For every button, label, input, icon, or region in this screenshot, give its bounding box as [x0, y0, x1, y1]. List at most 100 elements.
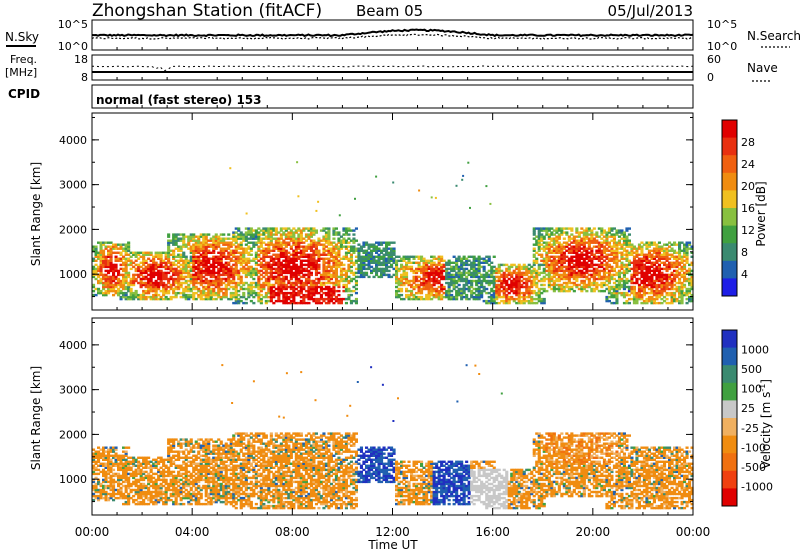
heatmap-cell — [129, 267, 133, 271]
heatmap-cell — [274, 243, 278, 246]
heatmap-cell — [212, 247, 216, 250]
heatmap-cell — [585, 237, 589, 240]
heatmap-cell — [249, 285, 253, 289]
heatmap-cell — [497, 283, 501, 287]
heatmap-cell — [512, 291, 516, 295]
heatmap-cell — [134, 251, 138, 254]
heatmap-cell — [562, 231, 566, 234]
heatmap-cell — [334, 257, 338, 260]
heatmap-cell — [482, 299, 486, 303]
heatmap-cell — [119, 245, 123, 248]
heatmap-cell — [359, 257, 363, 260]
heatmap-cell — [497, 277, 501, 281]
heatmap-cell — [552, 279, 556, 283]
heatmap-cell — [580, 253, 584, 256]
heatmap-cell — [212, 291, 216, 295]
y-tick-label: 3000 — [59, 179, 87, 192]
heatmap-cell — [349, 261, 353, 264]
heatmap-cell — [139, 273, 143, 277]
heatmap-cell — [309, 285, 313, 289]
heatmap-cell — [217, 235, 221, 238]
heatmap-cell — [525, 281, 529, 285]
heatmap-cell — [287, 301, 291, 305]
heatmap-cell — [317, 241, 321, 244]
heatmap-cell — [437, 291, 441, 295]
heatmap-cell — [585, 267, 589, 271]
heatmap-cell — [542, 263, 546, 267]
heatmap-cell — [262, 287, 266, 291]
heatmap-cell — [517, 297, 521, 301]
heatmap-cell — [212, 261, 216, 264]
heatmap-cell — [269, 265, 273, 269]
heatmap-cell — [570, 269, 574, 273]
heatmap-cell — [592, 277, 596, 281]
heatmap-cell — [222, 237, 226, 240]
heatmap-cell — [299, 259, 303, 262]
heatmap-cell — [527, 275, 531, 279]
heatmap-cell — [192, 251, 196, 254]
heatmap-cell — [542, 257, 546, 260]
heatmap-cell — [417, 291, 421, 295]
heatmap-cell — [387, 251, 391, 254]
heatmap-cell — [242, 239, 246, 242]
heatmap-cell — [354, 249, 358, 252]
heatmap-cell — [227, 281, 231, 285]
heatmap-cell — [259, 293, 263, 297]
heatmap-cell — [407, 267, 411, 271]
heatmap-cell — [477, 275, 481, 279]
heatmap-cell — [575, 253, 579, 256]
heatmap-cell — [490, 297, 494, 301]
heatmap-cell — [354, 255, 358, 258]
heatmap-cell — [204, 251, 208, 254]
heatmap-cell — [490, 273, 494, 277]
heatmap-cell — [302, 281, 306, 285]
heatmap-cell — [377, 249, 381, 252]
heatmap-cell — [517, 267, 521, 271]
heatmap-cell — [565, 275, 569, 279]
heatmap-cell — [334, 283, 338, 287]
heatmap-cell — [678, 277, 682, 281]
heatmap-cell — [535, 273, 539, 277]
heatmap-cell — [447, 291, 451, 295]
heatmap-cell — [540, 227, 544, 230]
heatmap-cell — [282, 247, 286, 250]
heatmap-cell — [274, 277, 278, 281]
heatmap-cell — [204, 277, 208, 281]
heatmap-cell — [395, 281, 399, 285]
heatmap-cell — [292, 233, 296, 236]
heatmap-cell — [122, 247, 126, 250]
heatmap-cell — [229, 271, 233, 275]
heatmap-cell — [580, 273, 584, 277]
heatmap-cell — [107, 263, 111, 267]
heatmap-cell — [289, 287, 293, 291]
heatmap-cell — [142, 295, 146, 299]
heatmap-cell — [527, 289, 531, 293]
heatmap-cell — [274, 287, 278, 291]
heatmap-cell — [515, 301, 519, 305]
heatmap-cell — [557, 247, 561, 250]
heatmap-cell — [202, 251, 206, 254]
heatmap-cell — [284, 265, 288, 269]
heatmap-cell — [555, 263, 559, 267]
heatmap-cell — [109, 247, 113, 250]
heatmap-cell — [497, 293, 501, 297]
heatmap-cell — [114, 257, 118, 260]
heatmap-cell — [144, 251, 148, 254]
heatmap-cell — [204, 237, 208, 240]
heatmap-cell — [277, 275, 281, 279]
heatmap-cell — [462, 271, 466, 275]
heatmap-cell — [194, 261, 198, 264]
heatmap-cell — [154, 255, 158, 258]
heatmap-cell — [382, 241, 386, 244]
heatmap-cell — [297, 289, 301, 293]
heatmap-cell — [462, 269, 466, 273]
heatmap-cell — [194, 251, 198, 254]
heatmap-cell — [560, 233, 564, 236]
heatmap-cell — [407, 281, 411, 285]
heatmap-cell — [167, 271, 171, 275]
heatmap-cell — [114, 289, 118, 293]
heatmap-cell — [324, 291, 328, 295]
heatmap-cell — [267, 265, 271, 269]
heatmap-cell — [314, 259, 318, 262]
heatmap-cell — [337, 283, 341, 287]
